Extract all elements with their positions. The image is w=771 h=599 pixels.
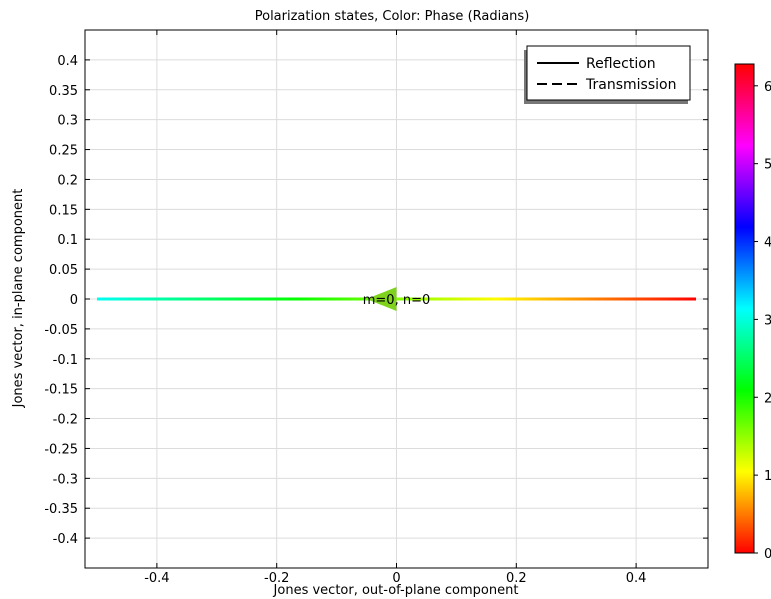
legend-box [526, 45, 691, 101]
y-tick-label: 0 [70, 293, 78, 308]
y-tick-label: 0.15 [49, 203, 78, 218]
x-tick-label: -0.2 [264, 571, 289, 586]
y-axis-ticks: 0.4 0.35 0.3 0.25 0.2 0.15 0.1 0.05 0 -0.05 -0.1 -0… [44, 54, 708, 547]
y-tick-label: -0.35 [44, 502, 78, 517]
y-tick-label: 0.3 [57, 114, 78, 129]
y-tick-label: 0.4 [57, 54, 78, 69]
chart-title: Polarization states, Color: Phase (Radia… [255, 9, 530, 24]
data-marks [96, 287, 697, 311]
y-tick-label: -0.15 [44, 383, 78, 398]
y-tick-label: 0.2 [57, 173, 78, 188]
y-tick-label: -0.1 [53, 353, 78, 368]
x-axis-ticks: -0.4 -0.2 0 0.2 0.4 [144, 30, 646, 586]
plot-area-frame [84, 29, 709, 569]
colorbar-tick-label: 0 [764, 547, 771, 562]
colorbar-tick-label: 4 [764, 236, 771, 251]
y-axis-label: Jones vector, in-plane component [11, 189, 26, 409]
y-tick-label: -0.05 [44, 323, 78, 338]
x-tick-label: 0 [392, 571, 400, 586]
colorbar-tick-label: 6 [764, 80, 771, 95]
legend-label-transmission: Transmission [585, 77, 676, 93]
x-axis-label: Jones vector, out-of-plane component [273, 583, 519, 598]
x-tick-label: 0.4 [626, 571, 647, 586]
legend-label-reflection: Reflection [586, 56, 656, 72]
y-tick-label: 0.05 [49, 263, 78, 278]
colorbar: 0 1 2 3 4 5 6 [734, 63, 771, 562]
direction-arrow [366, 287, 397, 311]
colorbar-gradient [734, 63, 755, 554]
y-tick-label: 0.25 [49, 144, 78, 159]
colorbar-tick-label: 5 [764, 158, 771, 173]
y-tick-label: -0.3 [53, 472, 78, 487]
colorbar-ticks: 0 1 2 3 4 5 6 [754, 80, 771, 562]
x-tick-label: 0.2 [506, 571, 527, 586]
colorbar-tick-label: 2 [764, 391, 771, 406]
y-tick-label: -0.2 [53, 413, 78, 428]
y-tick-label: 0.35 [49, 84, 78, 99]
colorbar-tick-label: 3 [764, 313, 771, 328]
x-tick-label: -0.4 [144, 571, 169, 586]
y-tick-label: -0.25 [44, 442, 78, 457]
legend: Reflection Transmission [524, 45, 691, 104]
annotation-label: m=0, n=0 [363, 293, 431, 308]
colorbar-tick-label: 1 [764, 469, 771, 484]
y-tick-label: -0.4 [53, 532, 78, 547]
y-tick-label: 0.1 [57, 233, 78, 248]
